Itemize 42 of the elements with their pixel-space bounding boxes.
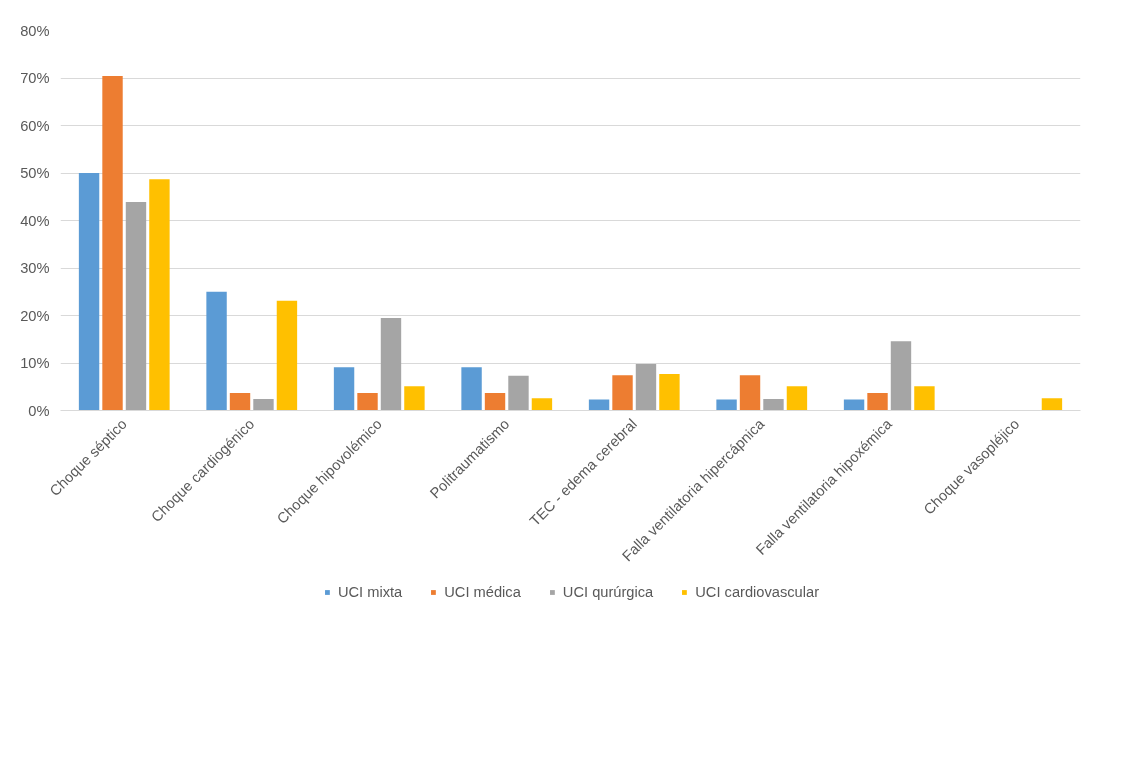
- y-tick-label: 70%: [20, 70, 50, 86]
- bar: [716, 399, 737, 411]
- bar: [786, 386, 808, 411]
- bar: [914, 386, 935, 411]
- bar: [276, 300, 298, 411]
- bar: [357, 392, 378, 411]
- legend-label: UCI cardiovascular: [695, 584, 820, 600]
- bar: [149, 179, 170, 411]
- bar: [843, 399, 865, 411]
- bar: [380, 317, 402, 411]
- y-tick-label: 60%: [20, 117, 50, 134]
- bar: [461, 367, 482, 411]
- bar: [484, 392, 506, 411]
- bar: [588, 399, 610, 411]
- bar: [531, 398, 553, 411]
- bar: [102, 76, 123, 411]
- y-tick-label: 40%: [20, 212, 50, 229]
- y-tick-label: 0%: [28, 402, 50, 419]
- y-tick-label: 30%: [20, 260, 50, 276]
- legend-label: UCI qurúrgica: [562, 584, 654, 600]
- bar: [229, 392, 251, 411]
- bar: [78, 173, 100, 411]
- bar: [867, 392, 888, 411]
- bar: [1041, 398, 1063, 411]
- bar: [612, 375, 633, 411]
- bar: [739, 375, 761, 411]
- bar: [206, 291, 227, 411]
- legend-label: UCI médica: [444, 584, 521, 600]
- y-tick-label: 10%: [20, 355, 50, 371]
- bar: [125, 201, 147, 411]
- bar: [404, 386, 425, 411]
- bar: [763, 399, 784, 411]
- y-tick-label: 20%: [20, 307, 50, 324]
- bar: [635, 363, 657, 411]
- y-tick-label: 80%: [20, 22, 50, 39]
- bar: [659, 373, 680, 411]
- legend-label: UCI mixta: [337, 584, 403, 600]
- bar: [253, 399, 274, 411]
- bar: [890, 341, 912, 411]
- bar: [508, 375, 529, 411]
- bar: [333, 367, 355, 411]
- y-tick-label: 50%: [20, 165, 50, 181]
